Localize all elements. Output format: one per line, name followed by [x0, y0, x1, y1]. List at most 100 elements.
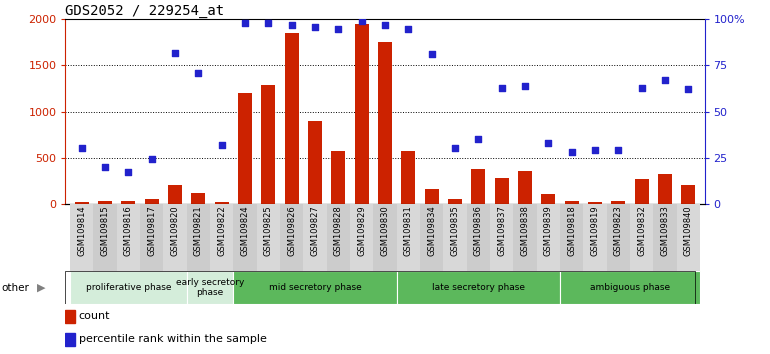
Bar	[378, 41, 392, 204]
Bar	[518, 171, 532, 204]
Bar	[280, 204, 303, 271]
Point	[216, 142, 228, 148]
Bar	[471, 169, 485, 204]
Bar	[467, 204, 490, 271]
Bar	[215, 201, 229, 204]
Bar	[326, 204, 350, 271]
Bar	[490, 204, 514, 271]
Bar	[93, 204, 117, 271]
Text: GSM109818: GSM109818	[567, 206, 576, 256]
Bar	[634, 179, 648, 204]
Text: GSM109839: GSM109839	[544, 206, 553, 256]
Text: GSM109829: GSM109829	[357, 206, 367, 256]
Text: proliferative phase: proliferative phase	[85, 283, 171, 292]
Bar	[122, 201, 136, 204]
Point	[263, 20, 275, 26]
Bar	[541, 194, 555, 204]
Point	[635, 85, 648, 90]
Point	[519, 83, 531, 88]
Text: GSM109824: GSM109824	[240, 206, 249, 256]
Text: GSM109831: GSM109831	[403, 206, 413, 256]
Text: GSM109837: GSM109837	[497, 206, 506, 256]
Bar	[233, 204, 256, 271]
Point	[402, 26, 414, 32]
Point	[495, 85, 507, 90]
Point	[426, 52, 438, 57]
Bar	[611, 201, 625, 204]
Text: GSM109820: GSM109820	[171, 206, 179, 256]
Text: GSM109832: GSM109832	[637, 206, 646, 256]
Point	[449, 145, 461, 151]
Bar	[373, 204, 397, 271]
Point	[379, 22, 391, 28]
Bar	[424, 189, 439, 204]
Bar	[560, 271, 700, 304]
Text: GSM109823: GSM109823	[614, 206, 623, 256]
Text: ambiguous phase: ambiguous phase	[590, 283, 670, 292]
Text: mid secretory phase: mid secretory phase	[269, 283, 361, 292]
Bar	[70, 204, 93, 271]
Text: count: count	[79, 312, 110, 321]
Bar	[350, 204, 373, 271]
Bar	[192, 193, 206, 204]
Point	[122, 170, 135, 175]
Point	[682, 87, 695, 92]
Point	[589, 147, 601, 153]
Bar	[494, 178, 509, 204]
Bar	[537, 204, 560, 271]
Bar	[588, 202, 602, 204]
Bar	[98, 201, 112, 204]
Bar	[75, 202, 89, 204]
Bar	[303, 204, 326, 271]
Bar	[448, 199, 462, 204]
Text: ▶: ▶	[37, 282, 45, 293]
Text: GSM109814: GSM109814	[77, 206, 86, 256]
Bar	[308, 121, 322, 204]
Bar	[677, 204, 700, 271]
Bar	[653, 204, 677, 271]
Bar	[397, 271, 560, 304]
Bar	[285, 33, 299, 204]
Text: GSM109836: GSM109836	[474, 206, 483, 256]
Text: GSM109822: GSM109822	[217, 206, 226, 256]
Bar	[70, 271, 187, 304]
Bar	[261, 85, 276, 204]
Point	[356, 18, 368, 24]
Text: GDS2052 / 229254_at: GDS2052 / 229254_at	[65, 5, 225, 18]
Point	[75, 145, 88, 151]
Bar	[630, 204, 653, 271]
Point	[146, 156, 158, 162]
Text: late secretory phase: late secretory phase	[432, 283, 525, 292]
Bar	[168, 185, 182, 204]
Point	[612, 147, 624, 153]
Text: GSM109825: GSM109825	[264, 206, 273, 256]
Point	[332, 26, 344, 32]
Text: GSM109834: GSM109834	[427, 206, 436, 256]
Bar	[65, 333, 75, 346]
Bar	[420, 204, 444, 271]
Point	[309, 24, 321, 30]
Bar	[256, 204, 280, 271]
Point	[192, 70, 205, 76]
Text: GSM109826: GSM109826	[287, 206, 296, 256]
Text: GSM109817: GSM109817	[147, 206, 156, 256]
Bar	[401, 151, 415, 204]
Text: percentile rank within the sample: percentile rank within the sample	[79, 335, 266, 344]
Bar	[681, 185, 695, 204]
Bar	[331, 151, 346, 204]
Point	[99, 164, 111, 170]
Bar	[163, 204, 187, 271]
Text: GSM109830: GSM109830	[380, 206, 390, 256]
Point	[472, 136, 484, 142]
Bar	[658, 173, 672, 204]
Point	[659, 78, 671, 83]
Bar	[583, 204, 607, 271]
Bar	[65, 310, 75, 323]
Bar	[233, 271, 397, 304]
Text: GSM109835: GSM109835	[450, 206, 460, 256]
Bar	[187, 204, 210, 271]
Text: GSM109827: GSM109827	[310, 206, 320, 256]
Text: GSM109828: GSM109828	[334, 206, 343, 256]
Bar	[397, 204, 420, 271]
Bar	[355, 24, 369, 204]
